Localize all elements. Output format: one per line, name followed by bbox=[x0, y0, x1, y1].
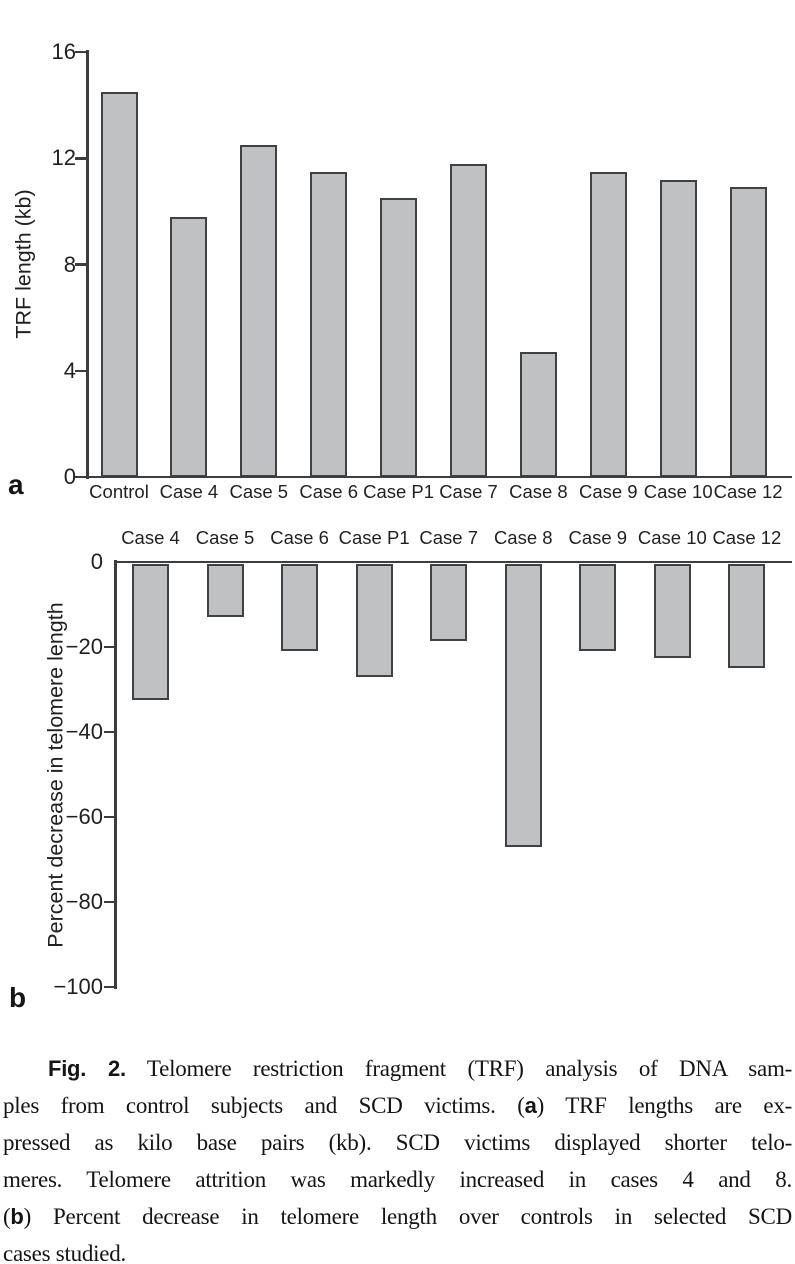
y-tick-label-0: 0 bbox=[63, 464, 76, 489]
bar-control bbox=[100, 91, 138, 477]
y-tick-mark--80 bbox=[104, 900, 114, 904]
figure-caption: Fig. 2. Telomere restriction fragment (T… bbox=[3, 1050, 792, 1264]
y-tick-label-12: 12 bbox=[51, 145, 76, 171]
y-tick-label-0: 0 bbox=[90, 549, 103, 574]
y-tick-mark--20 bbox=[104, 645, 114, 649]
caption-text: pressed as kilo base pairs (kb). SCD vic… bbox=[3, 1130, 792, 1155]
y-tick-mark-12 bbox=[75, 157, 86, 160]
bar-case-p1 bbox=[380, 198, 418, 477]
y-tick-mark-16 bbox=[75, 50, 86, 54]
bar-case-7 bbox=[450, 163, 487, 477]
bar-case-8 bbox=[504, 564, 542, 847]
x-label-case-5: Case 5 bbox=[195, 527, 255, 548]
y-tick-mark-4 bbox=[75, 369, 86, 372]
x-label-case-7: Case 7 bbox=[419, 527, 478, 548]
x-label-case-12: Case 12 bbox=[713, 481, 783, 502]
x-label-case-p1: Case P1 bbox=[363, 481, 435, 502]
x-label-case-9: Case 9 bbox=[568, 527, 628, 548]
x-label-case-7: Case 7 bbox=[439, 481, 498, 502]
bar-case-7 bbox=[430, 564, 468, 641]
x-label-case-4: Case 4 bbox=[121, 527, 180, 548]
y-axis-line bbox=[86, 50, 89, 479]
bar-case-8 bbox=[519, 352, 557, 477]
x-label-case-6: Case 6 bbox=[270, 527, 329, 548]
caption-text: cases studied. bbox=[3, 1241, 126, 1264]
caption-text: Telomere restriction fragment (TRF) anal… bbox=[125, 1056, 793, 1081]
y-tick-label-16: 16 bbox=[51, 39, 76, 64]
y-tick-label--20: −20 bbox=[65, 634, 103, 659]
caption-line: cases studied. bbox=[3, 1235, 792, 1264]
caption-text: ) TRF lengths are ex- bbox=[536, 1093, 793, 1118]
caption-text: ples from control subjects and SCD victi… bbox=[3, 1093, 525, 1118]
x-label-case-5: Case 5 bbox=[229, 481, 289, 502]
caption-text: ( bbox=[3, 1204, 11, 1229]
bar-case-6 bbox=[310, 171, 348, 477]
y-tick-label--80: −80 bbox=[65, 889, 103, 914]
y-axis-line bbox=[114, 560, 117, 989]
caption-line: (b) Percent decrease in telomere length … bbox=[3, 1198, 792, 1235]
x-label-case-6: Case 6 bbox=[299, 481, 358, 502]
caption-bold-label: Fig. 2. bbox=[48, 1056, 126, 1081]
y-tick-label--100: −100 bbox=[53, 974, 103, 999]
y-tick-label-8: 8 bbox=[63, 251, 76, 277]
caption-line: Fig. 2. Telomere restriction fragment (T… bbox=[3, 1050, 792, 1087]
x-label-case-p1: Case P1 bbox=[338, 527, 410, 548]
bar-case-10 bbox=[659, 179, 697, 477]
y-tick-mark--60 bbox=[104, 815, 114, 819]
y-tick-label--40: −40 bbox=[65, 719, 103, 744]
x-label-case-10: Case 10 bbox=[643, 481, 713, 502]
panel-a-label: a bbox=[8, 469, 24, 500]
panel-b-label: b bbox=[9, 982, 27, 1013]
bar-case-12 bbox=[729, 187, 767, 477]
x-label-case-8: Case 8 bbox=[509, 481, 568, 502]
caption-text: meres. Telomere attrition was markedly i… bbox=[3, 1167, 792, 1192]
x-axis-line bbox=[114, 560, 792, 564]
x-axis-line bbox=[86, 475, 792, 479]
x-label-case-4: Case 4 bbox=[159, 481, 219, 502]
caption-bold-label: b bbox=[10, 1204, 24, 1229]
x-label-case-10: Case 10 bbox=[637, 527, 707, 548]
bar-case-p1 bbox=[355, 564, 393, 677]
bar-case-5 bbox=[206, 564, 244, 618]
bar-case-9 bbox=[589, 171, 627, 477]
x-label-case-9: Case 9 bbox=[578, 481, 638, 502]
x-label-control: Control bbox=[89, 481, 149, 502]
caption-line: pressed as kilo base pairs (kb). SCD vic… bbox=[3, 1124, 792, 1161]
x-label-case-12: Case 12 bbox=[712, 527, 782, 548]
y-tick-mark--100 bbox=[104, 985, 114, 989]
x-label-case-8: Case 8 bbox=[493, 527, 553, 548]
bar-case-4 bbox=[170, 216, 208, 477]
y-tick-label-4: 4 bbox=[63, 357, 76, 383]
caption-line: meres. Telomere attrition was markedly i… bbox=[3, 1161, 792, 1198]
bar-case-9 bbox=[579, 564, 617, 652]
caption-line: ples from control subjects and SCD victi… bbox=[3, 1087, 792, 1124]
y-tick-mark-0 bbox=[75, 475, 86, 479]
caption-bold-label: a bbox=[524, 1093, 537, 1118]
y-tick-mark--40 bbox=[104, 730, 114, 734]
y-tick-mark-8 bbox=[75, 263, 86, 266]
y-tick-label--60: −60 bbox=[65, 804, 103, 829]
caption-text: ) Percent decrease in telomere length ov… bbox=[23, 1204, 793, 1229]
bar-case-6 bbox=[281, 564, 319, 652]
bar-case-4 bbox=[132, 564, 169, 701]
bar-case-10 bbox=[653, 564, 691, 658]
bar-case-12 bbox=[728, 564, 766, 669]
